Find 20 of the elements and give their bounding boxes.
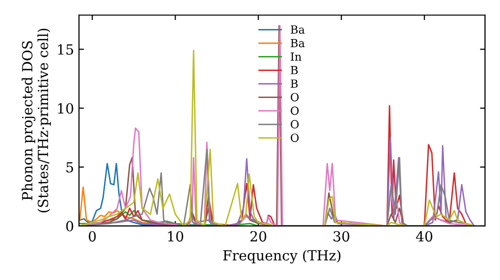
legend-label: O — [290, 134, 299, 142]
legend-label: B — [290, 80, 298, 88]
x-tick-label: 40 — [416, 231, 432, 242]
legend-label: O — [290, 106, 299, 115]
legend-label: B — [290, 66, 298, 74]
x-tick-label: 20 — [250, 231, 266, 242]
legend-label: O — [290, 120, 299, 128]
x-tick-label: 30 — [334, 231, 350, 242]
legend-label: Ba — [290, 25, 305, 34]
legend-label: Ba — [290, 38, 305, 48]
y-tick-label: 10 — [58, 103, 74, 114]
x-tick-label: 0 — [88, 231, 96, 242]
y-axis-title: Phonon projected DOS (States/THz·primitive cell) — [22, 28, 51, 212]
legend-label: O — [290, 92, 299, 102]
y-tick-label: 0 — [66, 220, 74, 232]
legend-label: In — [290, 52, 302, 61]
x-axis-title: Frequency (THz) — [223, 250, 340, 264]
y-tick-label: 5 — [66, 162, 74, 173]
y-tick-label: 15 — [58, 44, 74, 55]
x-tick-label: 10 — [168, 231, 184, 242]
